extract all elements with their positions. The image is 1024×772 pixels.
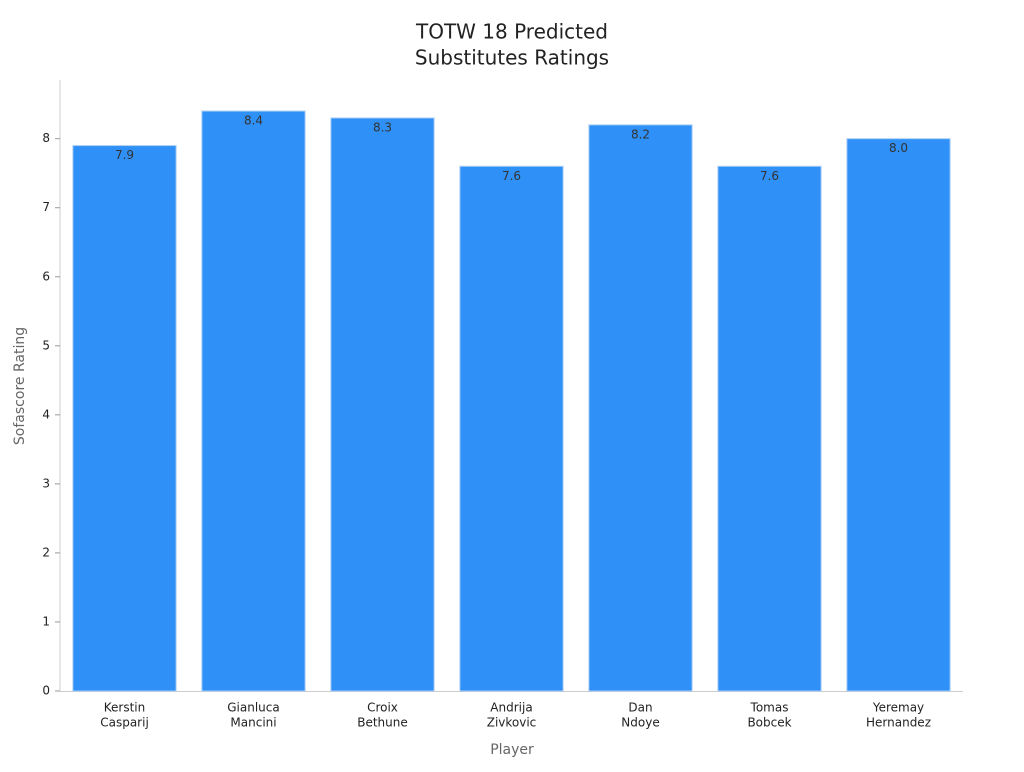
bar	[72, 145, 177, 692]
value-label: 7.6	[760, 169, 779, 183]
bar	[717, 165, 822, 692]
value-label: 8.0	[889, 141, 908, 155]
y-axis-title: Sofascore Rating	[12, 327, 28, 445]
x-tick-label: Bethune	[357, 716, 408, 730]
y-tick-label: 6	[42, 269, 50, 283]
chart-title: TOTW 18 Predicted	[415, 20, 608, 44]
bar	[201, 110, 306, 692]
x-tick-label: Hernandez	[866, 716, 931, 730]
x-axis-title: Player	[490, 742, 534, 758]
x-tick-label: Kerstin	[104, 701, 145, 715]
x-tick-label: Bobcek	[747, 716, 791, 730]
x-tick-label: Zivkovic	[487, 716, 537, 730]
x-tick-label: Yeremay	[872, 701, 924, 715]
y-tick-label: 4	[42, 407, 50, 421]
bar	[846, 138, 951, 692]
x-tick-label: Tomas	[750, 701, 789, 715]
y-tick-label: 8	[42, 131, 50, 145]
y-tick-label: 0	[42, 684, 50, 698]
x-tick-label: Croix	[367, 701, 398, 715]
x-tick-label: Andrija	[490, 701, 532, 715]
x-tick-label: Mancini	[230, 716, 276, 730]
chart-title: Substitutes Ratings	[415, 46, 609, 70]
x-tick-label: Ndoye	[621, 716, 659, 730]
y-tick-label: 7	[42, 200, 50, 214]
value-label: 7.6	[502, 169, 521, 183]
value-label: 8.3	[373, 120, 392, 134]
x-tick-label: Dan	[628, 701, 652, 715]
bar	[330, 117, 435, 692]
y-tick-label: 5	[42, 338, 50, 352]
y-tick-label: 2	[42, 545, 50, 559]
x-tick-label: Gianluca	[227, 701, 279, 715]
value-label: 8.4	[244, 114, 263, 128]
x-tick-label: Casparij	[100, 716, 149, 730]
y-tick-label: 3	[42, 476, 50, 490]
bar	[459, 165, 564, 692]
bar	[588, 124, 693, 692]
value-label: 8.2	[631, 127, 650, 141]
y-tick-label: 1	[42, 614, 50, 628]
value-label: 7.9	[115, 148, 134, 162]
